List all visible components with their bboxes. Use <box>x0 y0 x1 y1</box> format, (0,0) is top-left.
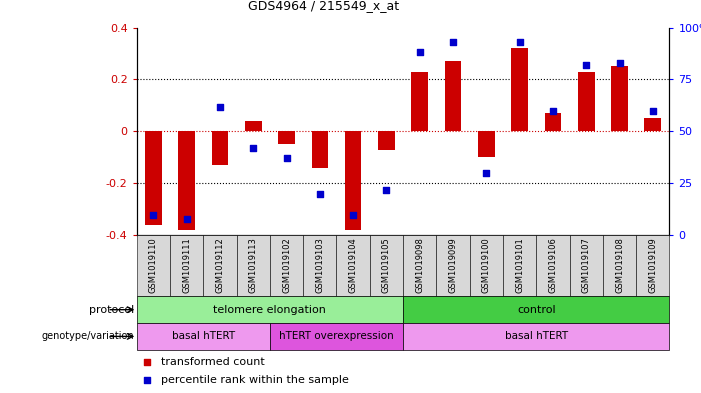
Point <box>142 377 153 383</box>
Point <box>148 211 159 218</box>
Text: protocol: protocol <box>89 305 134 315</box>
Text: GSM1019101: GSM1019101 <box>515 237 524 293</box>
Point <box>547 108 559 114</box>
Bar <box>145 131 162 225</box>
Text: GSM1019107: GSM1019107 <box>582 237 591 293</box>
Point <box>447 39 458 45</box>
Bar <box>436 235 470 296</box>
Bar <box>503 235 536 296</box>
Point <box>481 170 492 176</box>
Bar <box>203 235 236 296</box>
Bar <box>536 235 569 296</box>
Point <box>181 216 192 222</box>
Text: GSM1019103: GSM1019103 <box>315 237 325 293</box>
Bar <box>569 235 603 296</box>
Point <box>142 359 153 365</box>
Bar <box>403 235 436 296</box>
Point <box>647 108 658 114</box>
Text: GSM1019099: GSM1019099 <box>449 237 458 293</box>
Bar <box>345 131 362 230</box>
Text: GSM1019105: GSM1019105 <box>382 237 391 293</box>
Bar <box>378 131 395 150</box>
Text: GDS4964 / 215549_x_at: GDS4964 / 215549_x_at <box>247 0 399 12</box>
Text: GSM1019111: GSM1019111 <box>182 237 191 293</box>
Point <box>314 191 325 197</box>
Bar <box>403 323 669 350</box>
Bar <box>411 72 428 131</box>
Text: GSM1019108: GSM1019108 <box>615 237 624 293</box>
Bar <box>644 118 661 131</box>
Bar <box>444 61 461 131</box>
Text: GSM1019112: GSM1019112 <box>215 237 224 293</box>
Text: GSM1019104: GSM1019104 <box>348 237 358 293</box>
Bar <box>511 48 528 131</box>
Point <box>215 103 226 110</box>
Bar <box>137 296 403 323</box>
Text: GSM1019109: GSM1019109 <box>648 237 658 293</box>
Bar <box>170 235 203 296</box>
Bar <box>336 235 370 296</box>
Bar <box>545 113 562 131</box>
Bar <box>212 131 229 165</box>
Text: GSM1019100: GSM1019100 <box>482 237 491 293</box>
Bar <box>637 235 669 296</box>
Text: control: control <box>517 305 556 315</box>
Text: telomere elongation: telomere elongation <box>213 305 327 315</box>
Point <box>281 155 292 162</box>
Bar <box>178 131 195 230</box>
Bar <box>478 131 495 158</box>
Text: transformed count: transformed count <box>161 357 264 367</box>
Bar <box>237 235 270 296</box>
Bar <box>578 72 594 131</box>
Text: basal hTERT: basal hTERT <box>505 331 568 342</box>
Text: percentile rank within the sample: percentile rank within the sample <box>161 375 348 385</box>
Point <box>348 211 359 218</box>
Text: GSM1019102: GSM1019102 <box>282 237 291 293</box>
Point <box>614 60 625 66</box>
Text: hTERT overexpression: hTERT overexpression <box>279 331 394 342</box>
Point <box>580 62 592 68</box>
Bar <box>137 235 170 296</box>
Point <box>381 187 392 193</box>
Point <box>514 39 525 45</box>
Bar <box>278 131 295 145</box>
Bar <box>370 235 403 296</box>
Point <box>247 145 259 151</box>
Bar <box>403 296 669 323</box>
Bar <box>603 235 637 296</box>
Text: basal hTERT: basal hTERT <box>172 331 235 342</box>
Bar <box>137 323 270 350</box>
Text: GSM1019098: GSM1019098 <box>415 237 424 293</box>
Bar <box>270 235 303 296</box>
Bar <box>303 235 336 296</box>
Bar <box>470 235 503 296</box>
Bar <box>611 66 628 131</box>
Bar <box>245 121 261 131</box>
Text: GSM1019110: GSM1019110 <box>149 237 158 293</box>
Bar <box>270 323 403 350</box>
Point <box>414 49 426 55</box>
Text: genotype/variation: genotype/variation <box>41 331 134 342</box>
Text: GSM1019113: GSM1019113 <box>249 237 258 293</box>
Bar <box>311 131 328 168</box>
Text: GSM1019106: GSM1019106 <box>548 237 557 293</box>
